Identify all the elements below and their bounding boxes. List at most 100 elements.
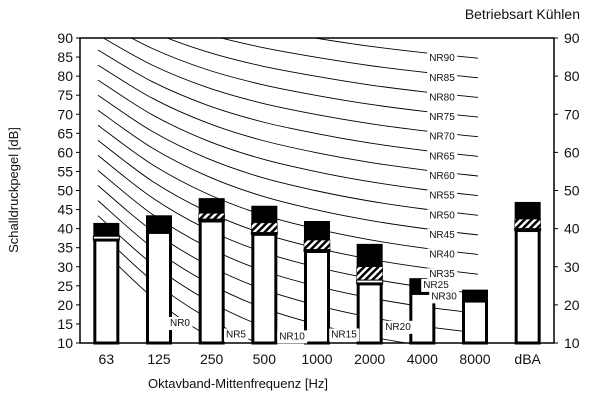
- x-tick-label: 1000: [301, 351, 332, 367]
- nr-label-bg: [427, 268, 458, 282]
- bar-base: [409, 291, 436, 345]
- nr-curve-label: NR25: [423, 280, 449, 291]
- nr-curve-label: NR85: [429, 73, 455, 84]
- nr-curve: [97, 140, 479, 275]
- nr-label-bg: [427, 248, 458, 262]
- nr-label-bg: [427, 150, 458, 164]
- bar-base: [251, 232, 278, 345]
- y-axis-left: 10 15 20 25 30 35 40 45 50 55 60 65 70 75 80 85 90: [57, 30, 80, 351]
- x-tick-label: 125: [147, 351, 171, 367]
- x-axis: 63 125 250 500 1000 2000 4000 8000 dBA: [99, 351, 542, 367]
- y-axis-right: 10 20 30 40 50 60 70 80 90: [554, 30, 580, 351]
- y-tick-label: 15: [57, 316, 73, 332]
- bar-segment-hatched: [356, 266, 383, 281]
- x-tick-label: 8000: [459, 351, 490, 367]
- bars: [92, 198, 542, 345]
- bar-base: [356, 282, 383, 345]
- bar-segment-hatched: [198, 213, 225, 220]
- y-tick-label: 90: [57, 30, 73, 46]
- y-right-tick-label: 40: [564, 221, 580, 237]
- nr-label-bg: [421, 278, 452, 292]
- nr-curve-label: NR90: [429, 53, 455, 64]
- nr-label-bg: [427, 189, 458, 203]
- nr-curve: [97, 109, 479, 236]
- y-right-tick-label: 90: [564, 30, 580, 46]
- y-right-tick-label: 10: [564, 335, 580, 351]
- nr-curve: [97, 79, 479, 197]
- bar-base: [304, 250, 330, 345]
- y-tick-label: 40: [57, 221, 73, 237]
- nr-curve: [219, 38, 479, 79]
- nr-curve: [97, 94, 479, 216]
- bar-base: [93, 238, 120, 345]
- y-tick-label: 50: [57, 183, 73, 199]
- y-tick-label: 30: [57, 259, 73, 275]
- nr-curve-label: NR80: [429, 92, 455, 103]
- nr-label-bg: [223, 328, 249, 342]
- y-right-tick-label: 70: [564, 106, 580, 122]
- bar-segment-hatched: [251, 222, 278, 233]
- x-axis-label: Oktavband-Mittenfrequenz [Hz]: [148, 376, 328, 391]
- nr-label-bg: [427, 71, 458, 85]
- nr-curve-label: NR65: [429, 151, 455, 162]
- nr-curve: [97, 49, 479, 157]
- nr-curve: [97, 64, 479, 177]
- chart-title: Betriebsart Kühlen: [464, 6, 580, 22]
- y-tick-label: 35: [57, 240, 73, 256]
- y-tick-label: 85: [57, 49, 73, 65]
- x-tick-label: 63: [99, 351, 115, 367]
- nr-label-bg: [383, 320, 414, 334]
- x-tick-label: 250: [200, 351, 224, 367]
- nr-curve-label: NR50: [429, 210, 455, 221]
- y-tick-label: 45: [57, 202, 73, 218]
- nr-curve-label: NR35: [429, 269, 455, 280]
- bar-base: [198, 219, 225, 345]
- nr-label-bg: [329, 328, 360, 342]
- x-tick-label: dBA: [514, 351, 541, 367]
- y-tick-label: 60: [57, 144, 73, 160]
- nr-curve-label: NR15: [331, 329, 357, 340]
- nr-curve-label: NR5: [226, 329, 246, 340]
- nr-curve-label: NR55: [429, 191, 455, 202]
- nr-curve-label: NR75: [429, 112, 455, 123]
- y-right-tick-label: 60: [564, 144, 580, 160]
- nr-label-bg: [427, 170, 458, 184]
- nr-curve-label: NR30: [431, 291, 457, 302]
- nr-label-bg: [429, 290, 460, 304]
- x-tick-label: 500: [253, 351, 277, 367]
- nr-curve-label: NR45: [429, 230, 455, 241]
- nr-label-bg: [427, 52, 458, 66]
- y-tick-label: 20: [57, 297, 73, 313]
- nr-curve-label: NR10: [279, 331, 305, 342]
- bar-segment-top: [514, 201, 541, 220]
- bar-base: [462, 299, 488, 345]
- y-tick-label: 25: [57, 278, 73, 294]
- nr-label-bg: [427, 228, 458, 242]
- nr-curve-label: NR20: [385, 322, 411, 333]
- nr-curve: [165, 38, 479, 98]
- bar-segment-hatched: [303, 239, 331, 250]
- nr-curve-label: NR0: [170, 318, 190, 329]
- nr-curve: [97, 124, 479, 255]
- y-tick-label: 65: [57, 125, 73, 141]
- nr-label-bg: [277, 330, 308, 344]
- bar-segment-top: [356, 243, 383, 267]
- nr-curve-label: NR40: [429, 250, 455, 261]
- bar-segment-top: [198, 198, 225, 214]
- y-tick-label: 75: [57, 87, 73, 103]
- nr-curve-label: NR70: [429, 132, 455, 143]
- nr-curve: [312, 38, 479, 59]
- x-tick-label: 4000: [407, 351, 438, 367]
- bar-segment-hatched: [514, 218, 541, 229]
- y-right-tick-label: 20: [564, 297, 580, 313]
- bar-segment-top: [251, 205, 278, 223]
- nr-label-bg: [427, 111, 458, 125]
- y-tick-label: 55: [57, 163, 73, 179]
- y-right-tick-label: 30: [564, 259, 580, 275]
- y-right-tick-label: 50: [564, 183, 580, 199]
- bar-segment-top: [304, 221, 330, 241]
- y-axis-label: Schalldruckpegel [dB]: [6, 127, 21, 253]
- bar-segment-top: [146, 215, 172, 233]
